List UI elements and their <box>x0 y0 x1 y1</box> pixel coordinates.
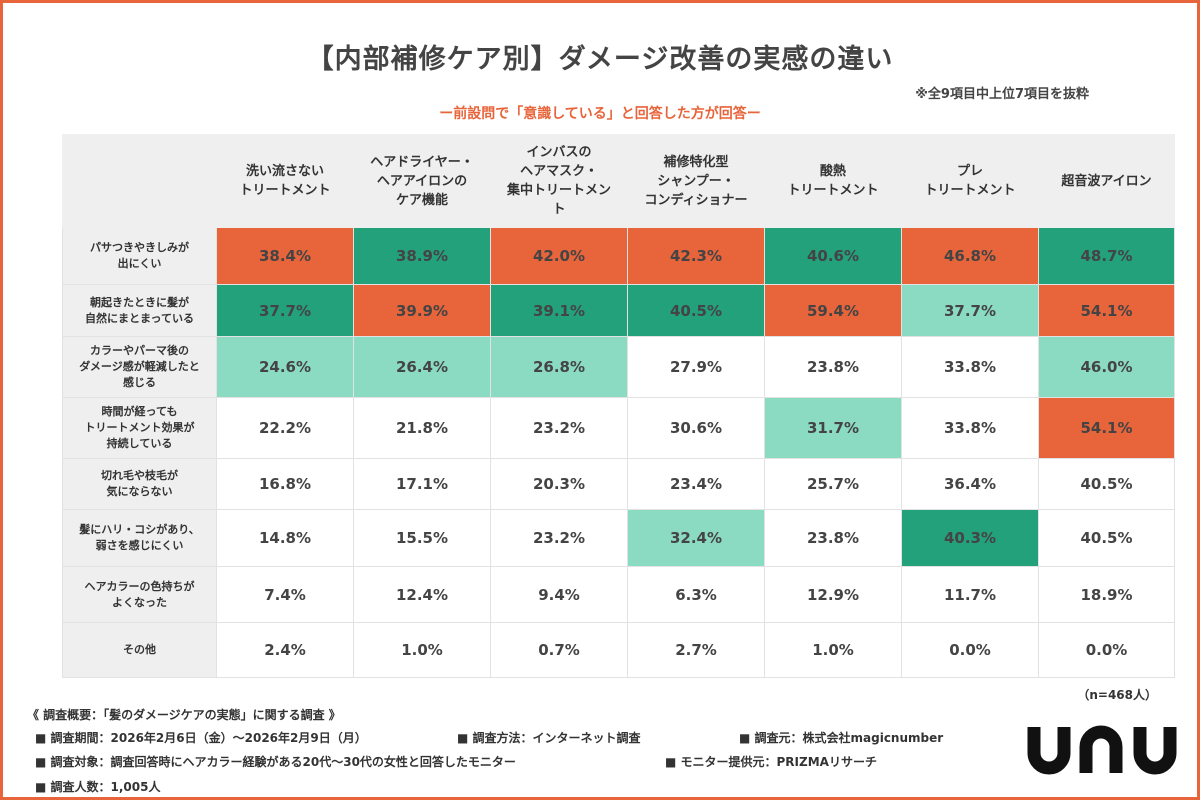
survey-target: ■ 調査対象：調査回答時にヘアカラー経験がある20代〜30代の女性と回答したモニ… <box>35 755 516 769</box>
row-label: その他 <box>62 622 217 678</box>
selection-note: ※全9項目中上位7項目を抜粋 <box>915 87 1089 102</box>
value-cell: 1.0% <box>353 622 491 678</box>
header-row: 洗い流さない トリートメント ヘアドライヤー・ ヘアアイロンの ケア機能 インバスのヘ… <box>62 134 1175 228</box>
table-row: 時間が経っても トリートメント効果が 持続している 22.2% 21.8% 23.2% 30… <box>62 397 1175 459</box>
value-cell: 20.3% <box>490 458 628 510</box>
value-cell: 26.8% <box>490 336 628 398</box>
value-cell: 22.2% <box>216 397 354 459</box>
value-cell: 36.4% <box>901 458 1039 510</box>
value-cell: 23.4% <box>627 458 765 510</box>
column-header: インバスの ヘアマスク・ 集中トリートメント <box>490 134 628 228</box>
value-cell: 25.7% <box>764 458 902 510</box>
value-cell: 12.9% <box>764 566 902 623</box>
value-cell: 59.4% <box>764 284 902 337</box>
value-cell: 30.6% <box>627 397 765 459</box>
value-cell: 21.8% <box>353 397 491 459</box>
value-cell: 39.9% <box>353 284 491 337</box>
value-cell: 54.1% <box>1038 284 1175 337</box>
table-row: 髪にハリ・コシがあり、 弱さを感じにくい 14.8% 15.5% 23.2% 32.4% 2… <box>62 509 1175 567</box>
value-cell: 15.5% <box>353 509 491 567</box>
value-cell: 12.4% <box>353 566 491 623</box>
value-cell: 40.5% <box>1038 458 1175 510</box>
survey-period: ■ 調査期間：2026年2月6日（金）〜2026年2月9日（月） <box>35 731 367 745</box>
row-label: カラーやパーマ後の ダメージ感が軽減したと 感じる <box>62 336 217 398</box>
table-row: ヘアカラーの色持ちが よくなった 7.4% 12.4% 9.4% 6.3% 12.9% 11.… <box>62 566 1175 623</box>
results-table: 洗い流さない トリートメント ヘアドライヤー・ ヘアアイロンの ケア機能 インバスのヘ… <box>62 134 1175 678</box>
value-cell: 16.8% <box>216 458 354 510</box>
unu-logo-icon <box>1027 725 1177 775</box>
row-label: 髪にハリ・コシがあり、 弱さを感じにくい <box>62 509 217 567</box>
value-cell: 39.1% <box>490 284 628 337</box>
survey-method: ■ 調査方法：インターネット調査 <box>457 731 641 745</box>
column-header: ヘアドライヤー・ ヘアアイロンの ケア機能 <box>353 134 491 228</box>
value-cell: 32.4% <box>627 509 765 567</box>
value-cell: 17.1% <box>353 458 491 510</box>
value-cell: 11.7% <box>901 566 1039 623</box>
row-label: パサつきやきしみが 出にくい <box>62 227 217 285</box>
table-row: その他 2.4% 1.0% 0.7% 2.7% 1.0% 0.0% 0.0% <box>62 622 1175 678</box>
value-cell: 40.5% <box>1038 509 1175 567</box>
corner-cell <box>62 134 217 228</box>
sample-size-note: （n=468人） <box>1077 688 1157 702</box>
column-header: 酸熱 トリートメント <box>764 134 902 228</box>
column-header: 超音波アイロン <box>1038 134 1175 228</box>
value-cell: 33.8% <box>901 397 1039 459</box>
value-cell: 46.0% <box>1038 336 1175 398</box>
value-cell: 7.4% <box>216 566 354 623</box>
column-header: 補修特化型 シャンプー・ コンディショナー <box>627 134 765 228</box>
row-label: 朝起きたときに髪が 自然にまとまっている <box>62 284 217 337</box>
value-cell: 0.0% <box>901 622 1039 678</box>
value-cell: 0.0% <box>1038 622 1175 678</box>
value-cell: 40.5% <box>627 284 765 337</box>
survey-provider: ■ モニター提供元：PRIZMAリサーチ <box>665 755 877 769</box>
value-cell: 38.9% <box>353 227 491 285</box>
column-header: プレ トリートメント <box>901 134 1039 228</box>
value-cell: 2.4% <box>216 622 354 678</box>
value-cell: 6.3% <box>627 566 765 623</box>
survey-count: ■ 調査人数：1,005人 <box>35 780 161 794</box>
value-cell: 31.7% <box>764 397 902 459</box>
table-row: パサつきやきしみが 出にくい 38.4% 38.9% 42.0% 42.3% 40.6% 46… <box>62 227 1175 285</box>
value-cell: 48.7% <box>1038 227 1175 285</box>
value-cell: 14.8% <box>216 509 354 567</box>
value-cell: 24.6% <box>216 336 354 398</box>
value-cell: 26.4% <box>353 336 491 398</box>
value-cell: 54.1% <box>1038 397 1175 459</box>
value-cell: 1.0% <box>764 622 902 678</box>
value-cell: 38.4% <box>216 227 354 285</box>
subtitle: ー前設問で「意識している」と回答した方が回答ー <box>439 106 761 122</box>
value-cell: 18.9% <box>1038 566 1175 623</box>
value-cell: 23.2% <box>490 397 628 459</box>
value-cell: 40.6% <box>764 227 902 285</box>
survey-source: ■ 調査元：株式会社magicnumber <box>739 731 944 745</box>
value-cell: 2.7% <box>627 622 765 678</box>
value-cell: 23.2% <box>490 509 628 567</box>
value-cell: 40.3% <box>901 509 1039 567</box>
value-cell: 33.8% <box>901 336 1039 398</box>
value-cell: 27.9% <box>627 336 765 398</box>
table-row: 切れ毛や枝毛が 気にならない 16.8% 17.1% 20.3% 23.4% 25.7% 36… <box>62 458 1175 510</box>
survey-heading: 《 調査概要：「髪のダメージケアの実態」に関する調査 》 <box>27 708 341 722</box>
table-row: 朝起きたときに髪が 自然にまとまっている 37.7% 39.9% 39.1% 40.5% 5… <box>62 284 1175 337</box>
row-label: 時間が経っても トリートメント効果が 持続している <box>62 397 217 459</box>
value-cell: 23.8% <box>764 336 902 398</box>
table-row: カラーやパーマ後の ダメージ感が軽減したと 感じる 24.6% 26.4% 26.8% 27… <box>62 336 1175 398</box>
row-label: ヘアカラーの色持ちが よくなった <box>62 566 217 623</box>
page-title: 【内部補修ケア別】ダメージ改善の実感の違い <box>306 44 894 75</box>
value-cell: 0.7% <box>490 622 628 678</box>
value-cell: 46.8% <box>901 227 1039 285</box>
column-header: 洗い流さない トリートメント <box>216 134 354 228</box>
value-cell: 9.4% <box>490 566 628 623</box>
value-cell: 37.7% <box>901 284 1039 337</box>
value-cell: 42.0% <box>490 227 628 285</box>
value-cell: 23.8% <box>764 509 902 567</box>
value-cell: 42.3% <box>627 227 765 285</box>
value-cell: 37.7% <box>216 284 354 337</box>
row-label: 切れ毛や枝毛が 気にならない <box>62 458 217 510</box>
